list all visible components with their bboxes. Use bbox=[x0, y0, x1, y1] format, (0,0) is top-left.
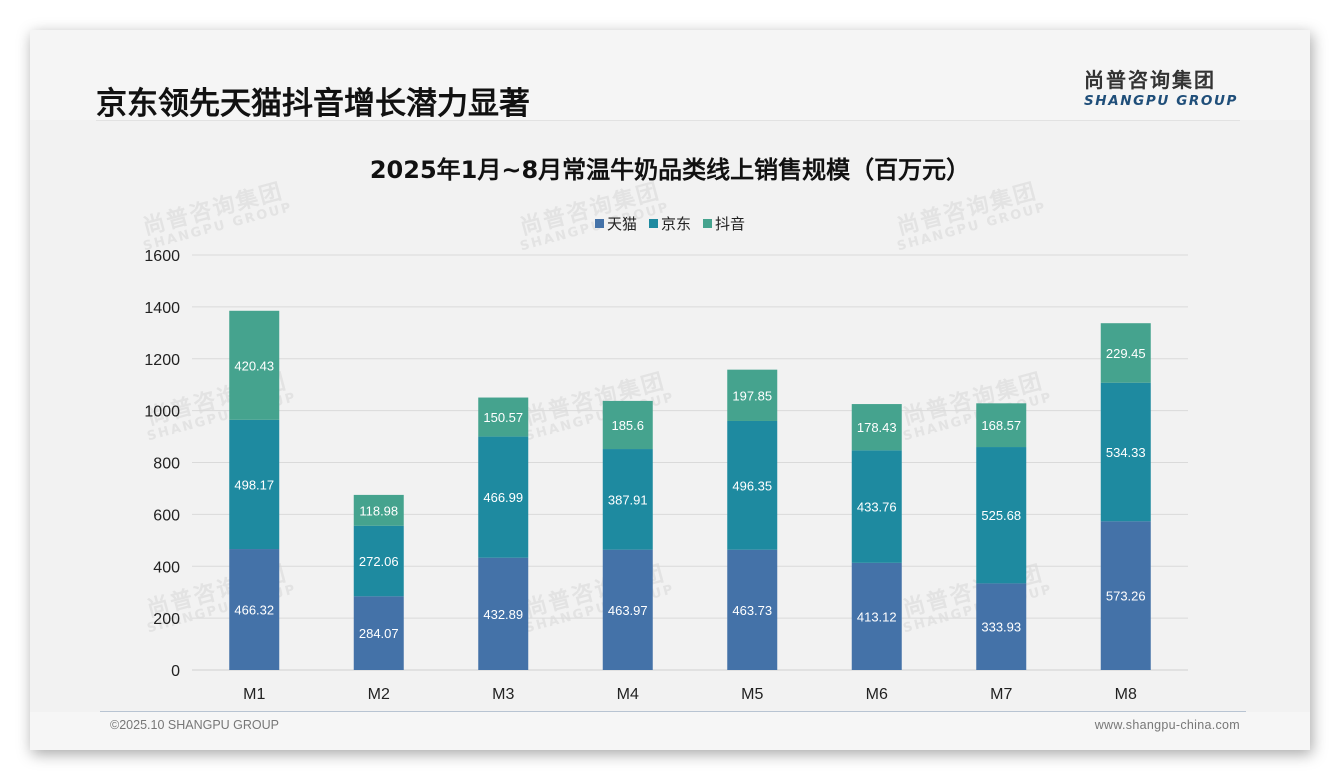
x-tick-label: M7 bbox=[990, 686, 1012, 703]
bar-segment-M1-1[interactable] bbox=[229, 419, 280, 550]
x-tick-label: M2 bbox=[368, 686, 390, 703]
bar-segment-M5-2[interactable] bbox=[727, 369, 778, 421]
footer-website[interactable]: www.shangpu-china.com bbox=[1094, 718, 1240, 732]
x-tick-label: M3 bbox=[492, 686, 514, 703]
data-label: 534.33 bbox=[1106, 445, 1146, 460]
title-divider bbox=[96, 120, 1240, 121]
legend-swatch-douyin bbox=[703, 219, 712, 228]
data-label: 387.91 bbox=[608, 492, 648, 507]
bar-segment-M4-2[interactable] bbox=[602, 400, 653, 450]
data-label: 466.99 bbox=[483, 490, 523, 505]
bar-segment-M6-1[interactable] bbox=[851, 450, 902, 563]
data-label: 466.32 bbox=[234, 603, 274, 618]
bar-segment-M7-1[interactable] bbox=[976, 447, 1027, 584]
bar-segment-M7-2[interactable] bbox=[976, 403, 1027, 448]
bars: 466.32 498.17 420.43 284.07 272.06 118.98 432.… bbox=[229, 310, 1151, 670]
data-label: 197.85 bbox=[732, 388, 772, 403]
legend-swatch-tmall bbox=[594, 219, 604, 228]
y-axis: 0 200 400 600 800 1000 1200 1400 1600 bbox=[144, 248, 180, 680]
bar-segment-M8-2[interactable] bbox=[1100, 323, 1151, 383]
page-title: 京东领先天猫抖音增长潜力显著 bbox=[96, 86, 530, 122]
data-label: 168.57 bbox=[981, 418, 1021, 433]
data-label: 463.73 bbox=[732, 603, 772, 618]
data-label: 433.76 bbox=[857, 500, 897, 515]
legend-item-tmall[interactable]: 天猫 bbox=[594, 213, 637, 234]
x-tick-label: M8 bbox=[1115, 686, 1137, 703]
data-label: 420.43 bbox=[234, 358, 274, 373]
legend-item-douyin[interactable]: 抖音 bbox=[703, 213, 745, 234]
y-tick-label: 1000 bbox=[144, 404, 180, 421]
data-label: 463.97 bbox=[608, 603, 648, 618]
bar-segment-M4-0[interactable] bbox=[602, 549, 653, 670]
footer-copyright: ©2025.10 SHANGPU GROUP bbox=[110, 718, 279, 732]
data-label: 185.6 bbox=[611, 418, 644, 433]
legend-label: 京东 bbox=[660, 215, 691, 233]
data-label: 178.43 bbox=[857, 420, 897, 435]
header-band bbox=[30, 30, 1310, 120]
x-tick-label: M1 bbox=[243, 686, 265, 703]
y-tick-label: 200 bbox=[153, 611, 180, 628]
company-logo: 尚普咨询集团 SHANGPU GROUP bbox=[1084, 64, 1238, 109]
data-label: 284.07 bbox=[359, 626, 399, 641]
legend-swatch-jd bbox=[648, 219, 658, 228]
chart-legend: 天猫 京东 抖音 bbox=[30, 213, 1310, 234]
bar-segment-M2-1[interactable] bbox=[353, 525, 404, 597]
y-tick-label: 0 bbox=[171, 663, 180, 680]
bar-segment-M3-2[interactable] bbox=[478, 397, 529, 437]
data-label: 496.35 bbox=[732, 478, 772, 493]
x-tick-label: M4 bbox=[617, 686, 639, 703]
footer-divider bbox=[100, 711, 1246, 712]
legend-label: 抖音 bbox=[715, 215, 746, 233]
data-label: 333.93 bbox=[981, 620, 1021, 635]
data-label: 229.45 bbox=[1106, 346, 1146, 361]
gridlines bbox=[192, 254, 1188, 671]
slide: 京东领先天猫抖音增长潜力显著 尚普咨询集团 SHANGPU GROUP 尚普咨询… bbox=[30, 30, 1310, 750]
bar-segment-M3-1[interactable] bbox=[478, 436, 529, 558]
data-label: 432.89 bbox=[483, 607, 523, 622]
bar-segment-M5-1[interactable] bbox=[727, 420, 778, 550]
logo-english-text: SHANGPU GROUP bbox=[1083, 93, 1238, 109]
y-tick-label: 1200 bbox=[144, 352, 180, 369]
bar-segment-M4-1[interactable] bbox=[602, 449, 653, 550]
bar-segment-M8-1[interactable] bbox=[1100, 382, 1151, 522]
bar-segment-M2-2[interactable] bbox=[353, 494, 404, 526]
bar-segment-M2-0[interactable] bbox=[353, 596, 404, 670]
legend-item-jd[interactable]: 京东 bbox=[648, 213, 691, 234]
y-tick-label: 800 bbox=[153, 456, 180, 473]
stacked-bar-chart: 0 200 400 600 800 1000 1200 1400 1600 466.32 498.… bbox=[144, 248, 1188, 703]
data-label: 118.98 bbox=[359, 503, 398, 518]
bar-segment-M1-2[interactable] bbox=[229, 310, 280, 420]
bar-segment-M1-0[interactable] bbox=[229, 549, 280, 670]
bar-segment-M5-0[interactable] bbox=[727, 549, 778, 670]
y-tick-label: 600 bbox=[153, 507, 180, 524]
footer-band bbox=[30, 712, 1310, 750]
x-tick-label: M5 bbox=[741, 686, 763, 703]
data-label: 413.12 bbox=[857, 609, 897, 624]
x-tick-label: M6 bbox=[866, 686, 888, 703]
bar-segment-M7-0[interactable] bbox=[976, 583, 1027, 670]
chart-title: 2025年1月~8月常温牛奶品类线上销售规模（百万元） bbox=[369, 156, 971, 184]
bar-segment-M3-0[interactable] bbox=[478, 557, 529, 670]
data-label: 573.26 bbox=[1106, 589, 1146, 604]
data-label: 498.17 bbox=[234, 477, 274, 492]
bar-segment-M6-2[interactable] bbox=[851, 404, 902, 451]
data-label: 272.06 bbox=[359, 554, 399, 569]
x-axis: M1 M2 M3 M4 M5 M6 M7 M8 bbox=[243, 686, 1137, 703]
legend-label: 天猫 bbox=[606, 215, 637, 233]
data-label: 150.57 bbox=[483, 410, 523, 425]
data-label: 525.68 bbox=[981, 508, 1021, 523]
bar-segment-M6-0[interactable] bbox=[851, 562, 902, 670]
y-tick-label: 1400 bbox=[144, 300, 180, 317]
bar-segment-M8-0[interactable] bbox=[1100, 521, 1151, 670]
y-tick-label: 400 bbox=[153, 559, 180, 576]
y-tick-label: 1600 bbox=[144, 248, 180, 265]
logo-chinese-text: 尚普咨询集团 bbox=[1083, 68, 1216, 92]
